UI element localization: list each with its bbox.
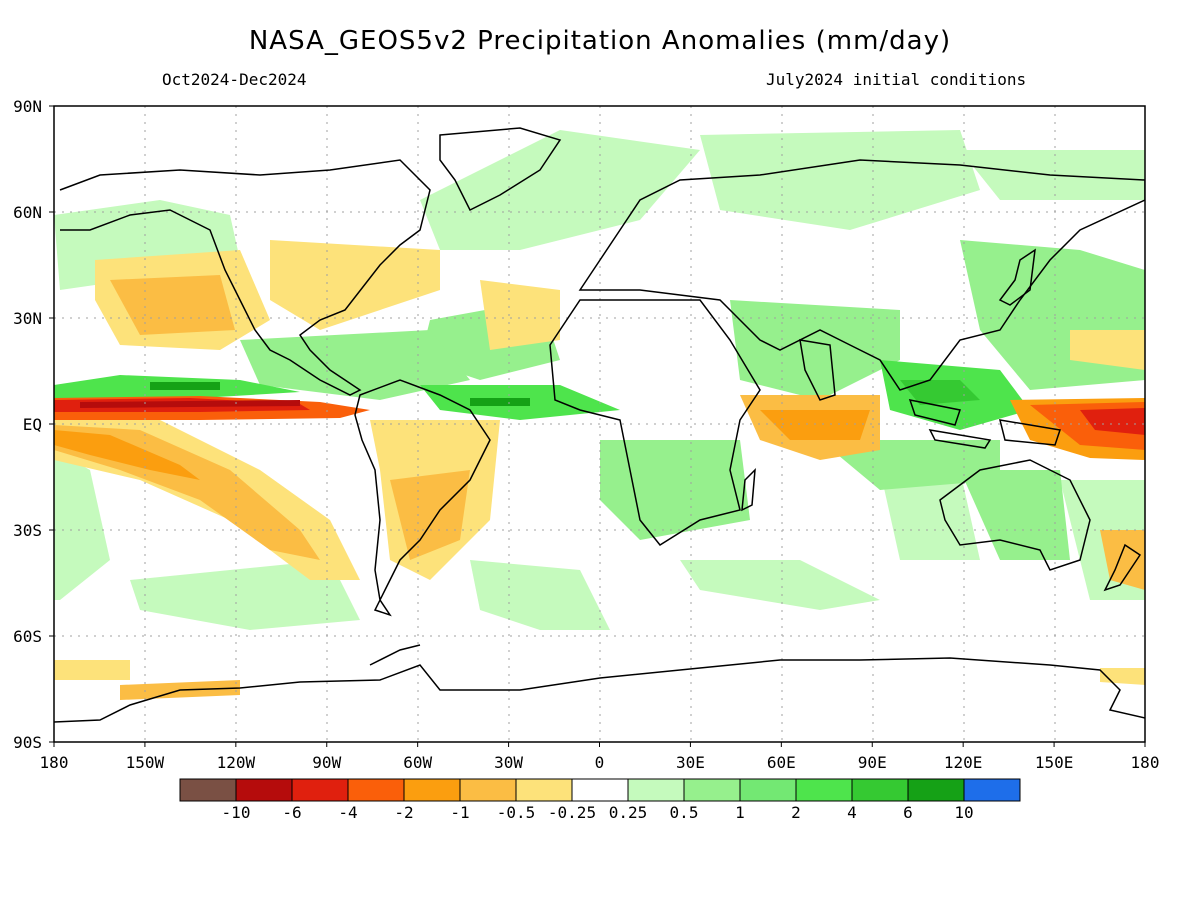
lon-tick-label: 120E bbox=[944, 753, 983, 772]
lat-tick-label: 30S bbox=[13, 521, 42, 540]
colorbar-label: 0.25 bbox=[609, 803, 648, 822]
colorbar-label: 6 bbox=[903, 803, 913, 822]
longitude-axis: 180 150W 120W 90W 60W 30W 0 30E 60E 90E 120E 150E 18… bbox=[40, 753, 1160, 772]
colorbar-swatch bbox=[627, 778, 685, 802]
lon-tick-label: 180 bbox=[40, 753, 69, 772]
colorbar-swatch bbox=[795, 778, 853, 802]
lat-tick-label: 90N bbox=[13, 97, 42, 116]
colorbar-swatch bbox=[739, 778, 797, 802]
colorbar-label: -4 bbox=[338, 803, 357, 822]
lon-tick-label: 30W bbox=[494, 753, 523, 772]
lon-tick-label: 0 bbox=[595, 753, 605, 772]
lon-tick-label: 150W bbox=[126, 753, 165, 772]
lon-tick-label: 60W bbox=[403, 753, 432, 772]
lat-tick-label: EQ bbox=[23, 415, 42, 434]
lat-tick-label: 30N bbox=[13, 309, 42, 328]
period-label: Oct2024-Dec2024 bbox=[162, 70, 307, 89]
colorbar-label: 4 bbox=[847, 803, 857, 822]
colorbar-swatch bbox=[963, 778, 1021, 802]
colorbar-swatch bbox=[851, 778, 909, 802]
lon-tick-label: 120W bbox=[217, 753, 256, 772]
colorbar-label: -6 bbox=[282, 803, 301, 822]
colorbar-label: -0.5 bbox=[497, 803, 536, 822]
lat-tick-label: 60N bbox=[13, 203, 42, 222]
colorbar-swatch bbox=[347, 778, 405, 802]
lat-tick-label: 90S bbox=[13, 733, 42, 752]
lon-tick-label: 150E bbox=[1035, 753, 1074, 772]
colorbar-swatch bbox=[683, 778, 741, 802]
lat-tick-label: 60S bbox=[13, 627, 42, 646]
colorbar-label: -1 bbox=[450, 803, 469, 822]
init-conditions-label: July2024 initial conditions bbox=[766, 70, 1027, 89]
colorbar-swatch bbox=[515, 778, 573, 802]
coastlines bbox=[54, 127, 1145, 723]
colorbar-label: 2 bbox=[791, 803, 801, 822]
colorbar-label: -10 bbox=[222, 803, 251, 822]
colorbar-label: 10 bbox=[954, 803, 973, 822]
colorbar-swatch bbox=[403, 778, 461, 802]
latitude-axis: 90N 60N 30N EQ 30S 60S 90S bbox=[13, 97, 42, 752]
colorbar-swatch bbox=[235, 778, 293, 802]
map-title: NASA_GEOS5v2 Precipitation Anomalies (mm… bbox=[248, 26, 952, 56]
colorbar-swatch bbox=[291, 778, 349, 802]
colorbar bbox=[179, 778, 1021, 802]
lon-tick-label: 60E bbox=[767, 753, 796, 772]
colorbar-label: -0.25 bbox=[548, 803, 596, 822]
colorbar-swatch bbox=[179, 778, 237, 802]
lon-tick-label: 180 bbox=[1131, 753, 1160, 772]
colorbar-label: 0.5 bbox=[670, 803, 699, 822]
lon-tick-label: 30E bbox=[676, 753, 705, 772]
colorbar-swatch bbox=[459, 778, 517, 802]
map-grid bbox=[54, 106, 1145, 742]
colorbar-swatch bbox=[571, 778, 629, 802]
lon-tick-label: 90E bbox=[858, 753, 887, 772]
tick-marks bbox=[49, 105, 1146, 747]
colorbar-label: 1 bbox=[735, 803, 745, 822]
colorbar-swatch bbox=[907, 778, 965, 802]
lon-tick-label: 90W bbox=[312, 753, 341, 772]
colorbar-labels: -10 -6 -4 -2 -1 -0.5 -0.25 0.25 0.5 1 2 4 6 10 bbox=[222, 803, 974, 822]
colorbar-label: -2 bbox=[394, 803, 413, 822]
